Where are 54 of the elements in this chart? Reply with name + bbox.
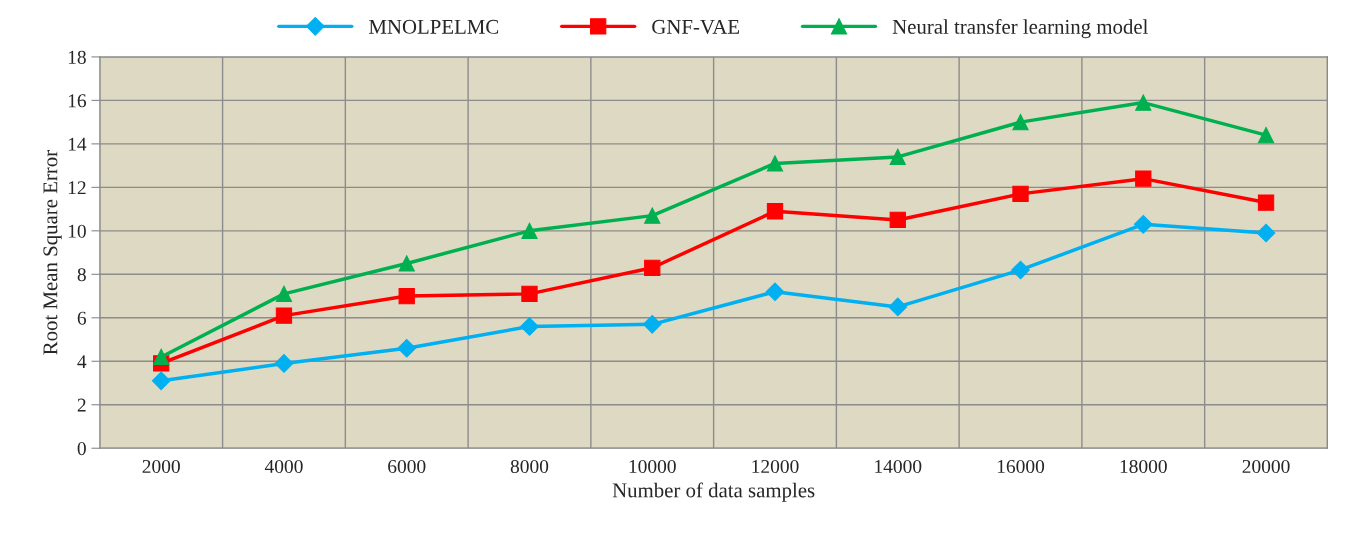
point	[765, 282, 785, 302]
point	[889, 148, 906, 166]
x-tick-label: 6000	[388, 459, 426, 474]
point	[1256, 223, 1276, 243]
x-tick-label: 12000	[752, 459, 799, 474]
point	[1135, 94, 1152, 111]
x-tick-label: 10000	[629, 459, 676, 474]
y-tick-label: 14	[68, 137, 87, 151]
y-tick-label: 6	[77, 311, 87, 325]
point	[275, 307, 293, 324]
point	[1011, 260, 1030, 280]
y-tick-label: 2	[77, 398, 86, 412]
point	[153, 348, 170, 366]
point	[1133, 214, 1153, 234]
point	[521, 222, 538, 239]
point	[889, 211, 906, 229]
point	[644, 259, 661, 276]
x-axis-title: Number of data samples	[612, 482, 815, 502]
point	[644, 207, 661, 224]
point	[1257, 127, 1275, 144]
x-tick-label: 18000	[1120, 459, 1167, 474]
point	[275, 285, 293, 303]
x-tick-label: 20000	[1242, 459, 1290, 474]
x-tick-label: 14000	[875, 459, 922, 474]
y-tick-label: 4	[77, 355, 87, 369]
point	[766, 155, 784, 172]
point	[397, 338, 417, 358]
point	[1012, 185, 1029, 203]
point	[274, 354, 294, 373]
y-axis-title: Root Mean Square Error	[43, 150, 62, 355]
x-tick-label: 4000	[264, 459, 303, 474]
point	[1257, 194, 1275, 211]
y-tick-label: 10	[68, 224, 86, 238]
y-tick-label: 0	[77, 442, 86, 456]
y-tick-label: 8	[77, 268, 86, 282]
point	[521, 285, 538, 303]
y-tick-label: 18	[68, 50, 86, 64]
x-tick-label: 16000	[997, 459, 1045, 474]
y-tick-label: 16	[68, 94, 87, 108]
legend-label: GNF-VAE	[652, 19, 740, 34]
x-tick-label: 2000	[142, 459, 180, 474]
legend-label: Neural transfer learning model	[892, 19, 1148, 39]
y-tick-label: 12	[68, 181, 86, 195]
point	[766, 203, 784, 220]
point	[888, 297, 908, 317]
point	[642, 314, 662, 334]
point	[398, 287, 415, 305]
point	[1012, 113, 1029, 131]
point	[398, 255, 415, 272]
point	[520, 317, 539, 336]
legend-label: MNOLPELMC	[369, 19, 499, 34]
x-tick-label: 8000	[510, 459, 549, 474]
point	[151, 371, 171, 391]
point	[1135, 170, 1152, 187]
